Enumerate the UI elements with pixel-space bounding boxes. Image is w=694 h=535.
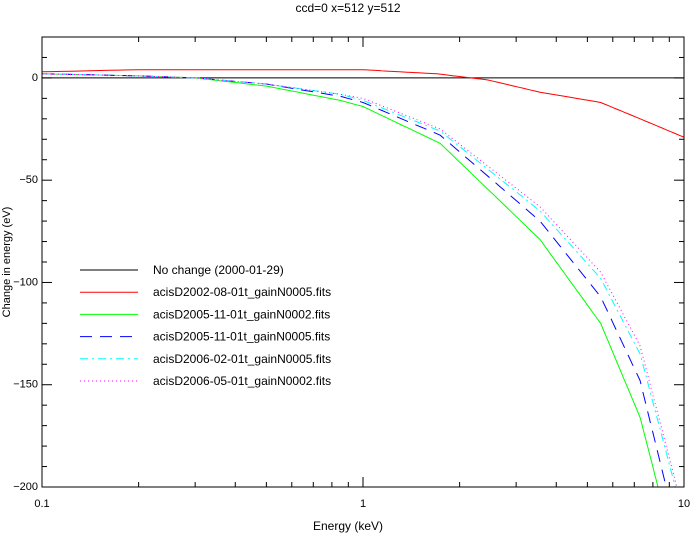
- x-axis-label: Energy (keV): [313, 519, 383, 533]
- legend-label: acisD2005-11-01t_gainN0005.fits: [153, 330, 330, 344]
- legend-label: acisD2005-11-01t_gainN0002.fits: [153, 307, 330, 321]
- y-tick-label: −50: [19, 174, 38, 186]
- x-tick-label: 10: [678, 498, 690, 510]
- y-tick-label: 0: [32, 72, 38, 84]
- chart-title: ccd=0 x=512 y=512: [295, 1, 400, 15]
- legend-label: acisD2006-02-01t_gainN0005.fits: [153, 352, 331, 366]
- series-lines: [42, 69, 684, 487]
- series-line-5: [42, 73, 678, 487]
- legend-label: acisD2002-08-01t_gainN0005.fits: [153, 285, 331, 299]
- legend-label: acisD2006-05-01t_gainN0002.fits: [153, 374, 331, 388]
- y-axis-label: Change in energy (eV): [1, 207, 13, 318]
- series-line-3: [42, 73, 667, 487]
- y-tick-label: −200: [13, 481, 38, 493]
- series-line-2: [42, 73, 659, 487]
- axis-ticks: 0.1 1 10 0 −50 −100 −150 −200: [13, 36, 690, 510]
- plot-frame: [41, 36, 685, 488]
- y-tick-label: −150: [13, 379, 38, 391]
- y-tick-label: −100: [13, 276, 38, 288]
- x-tick-label: 0.1: [34, 498, 49, 510]
- series-line-1: [42, 69, 684, 138]
- legend: No change (2000-01-29) acisD2002-08-01t_g…: [80, 263, 331, 388]
- legend-label: No change (2000-01-29): [153, 263, 284, 277]
- x-tick-label: 1: [360, 498, 366, 510]
- series-line-4: [42, 73, 676, 487]
